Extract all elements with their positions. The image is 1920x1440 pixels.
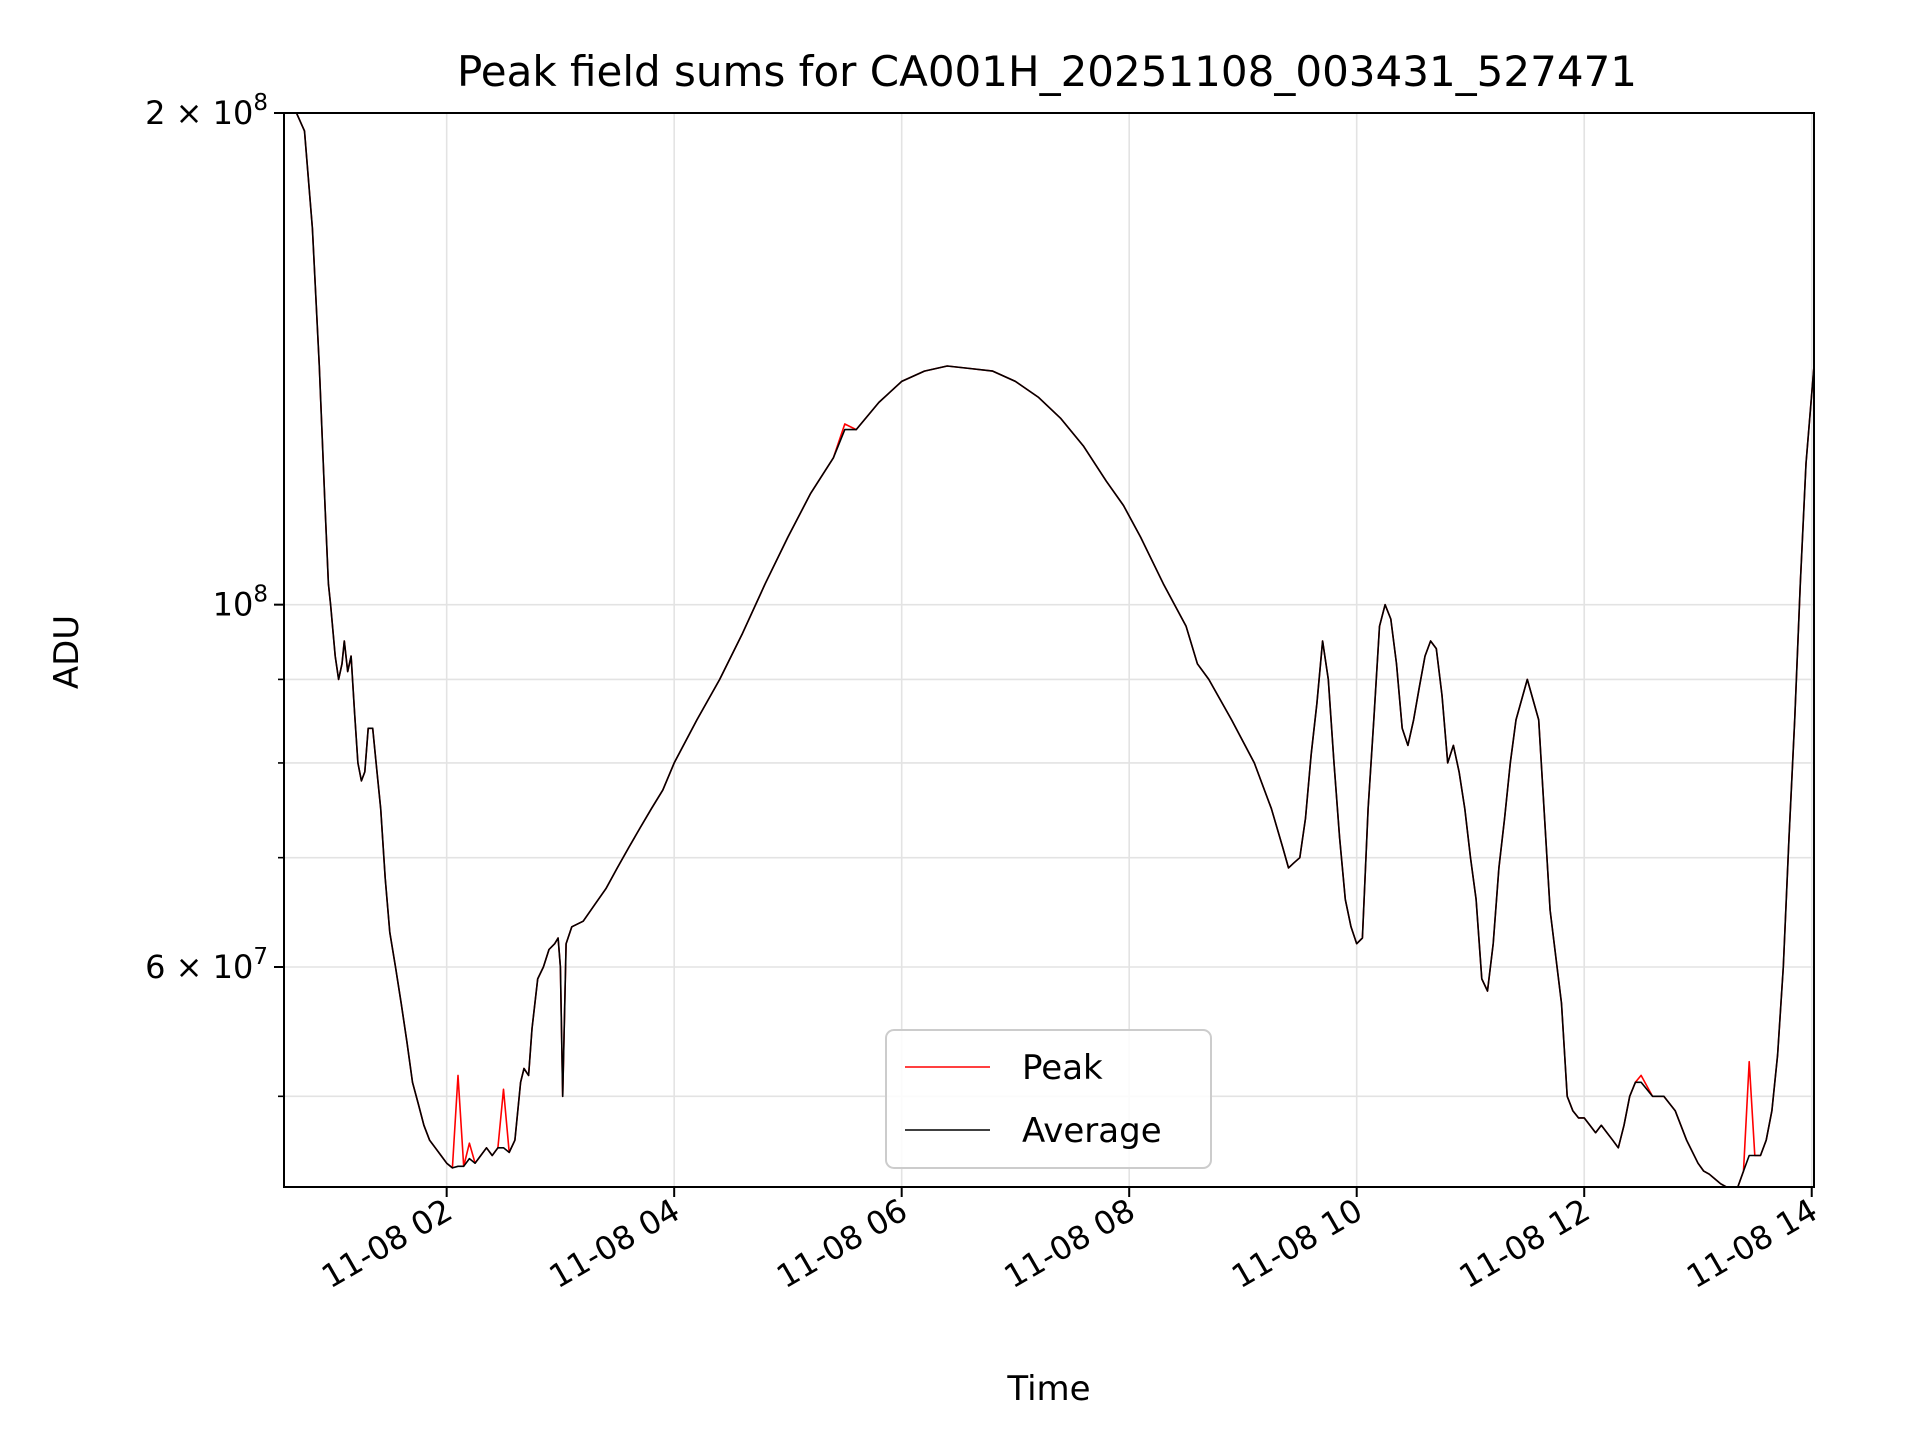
y-tick-label: 108 xyxy=(213,582,268,624)
legend-frame xyxy=(885,1029,1212,1169)
plot-area xyxy=(284,113,1814,1187)
grid-layer xyxy=(284,113,1814,1187)
series-line-average xyxy=(284,113,1814,1187)
legend-label-peak: Peak xyxy=(1022,1048,1103,1088)
y-axis-label: ADU xyxy=(47,615,87,689)
legend: Peak Average xyxy=(885,1029,1212,1169)
y-tick-label-exponent: 8 xyxy=(253,582,268,608)
y-tick-label-exponent: 8 xyxy=(253,90,268,116)
y-tick-label-base: 10 xyxy=(213,586,254,624)
y-tick-label: 6 × 107 xyxy=(145,944,268,986)
legend-label-average: Average xyxy=(1022,1111,1162,1151)
y-tick-label-exponent: 7 xyxy=(253,944,268,970)
y-tick-label-base: 6 × 10 xyxy=(145,948,253,986)
y-tick-label: 2 × 108 xyxy=(145,90,268,132)
chart-title: Peak field sums for CA001H_20251108_0034… xyxy=(457,47,1637,96)
y-tick-label-base: 2 × 10 xyxy=(145,94,253,132)
series-layer xyxy=(284,113,1814,1187)
x-axis-label: Time xyxy=(1006,1369,1090,1409)
plot-frame xyxy=(283,112,1815,1188)
